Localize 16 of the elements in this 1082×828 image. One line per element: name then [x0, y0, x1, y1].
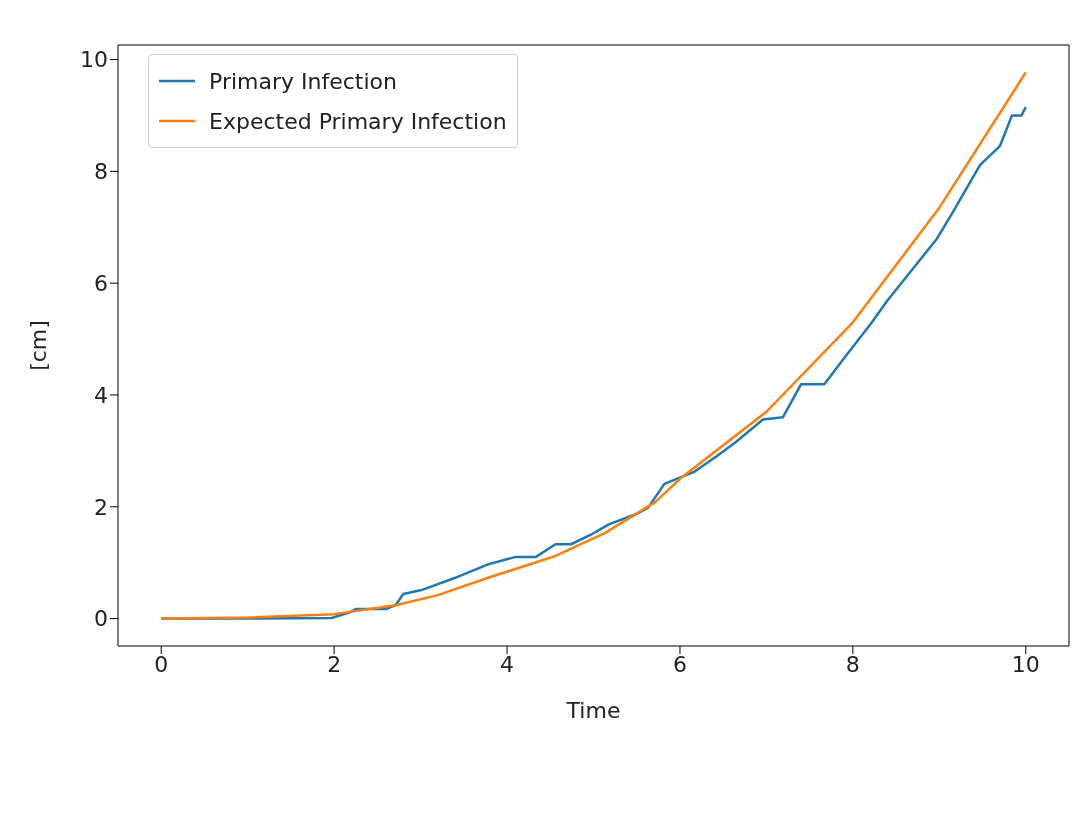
legend-label: Expected Primary Infection — [209, 108, 507, 134]
x-tick-label: 6 — [672, 651, 687, 677]
y-axis-title: [cm] — [25, 320, 51, 371]
x-axis-title: Time — [565, 698, 621, 723]
y-tick-label: 0 — [94, 606, 108, 632]
x-tick-label: 10 — [1011, 651, 1040, 677]
legend-label: Primary Infection — [209, 68, 397, 94]
y-tick-label: 2 — [94, 494, 108, 520]
y-tick-label: 8 — [94, 159, 108, 185]
y-tick-label: 10 — [80, 47, 108, 73]
x-tick-label: 8 — [845, 651, 860, 677]
x-tick-label: 0 — [154, 651, 169, 677]
y-tick-label: 6 — [94, 270, 108, 296]
y-tick-label: 4 — [94, 382, 108, 408]
x-tick-label: 4 — [500, 651, 515, 677]
x-tick-label: 2 — [327, 651, 342, 677]
